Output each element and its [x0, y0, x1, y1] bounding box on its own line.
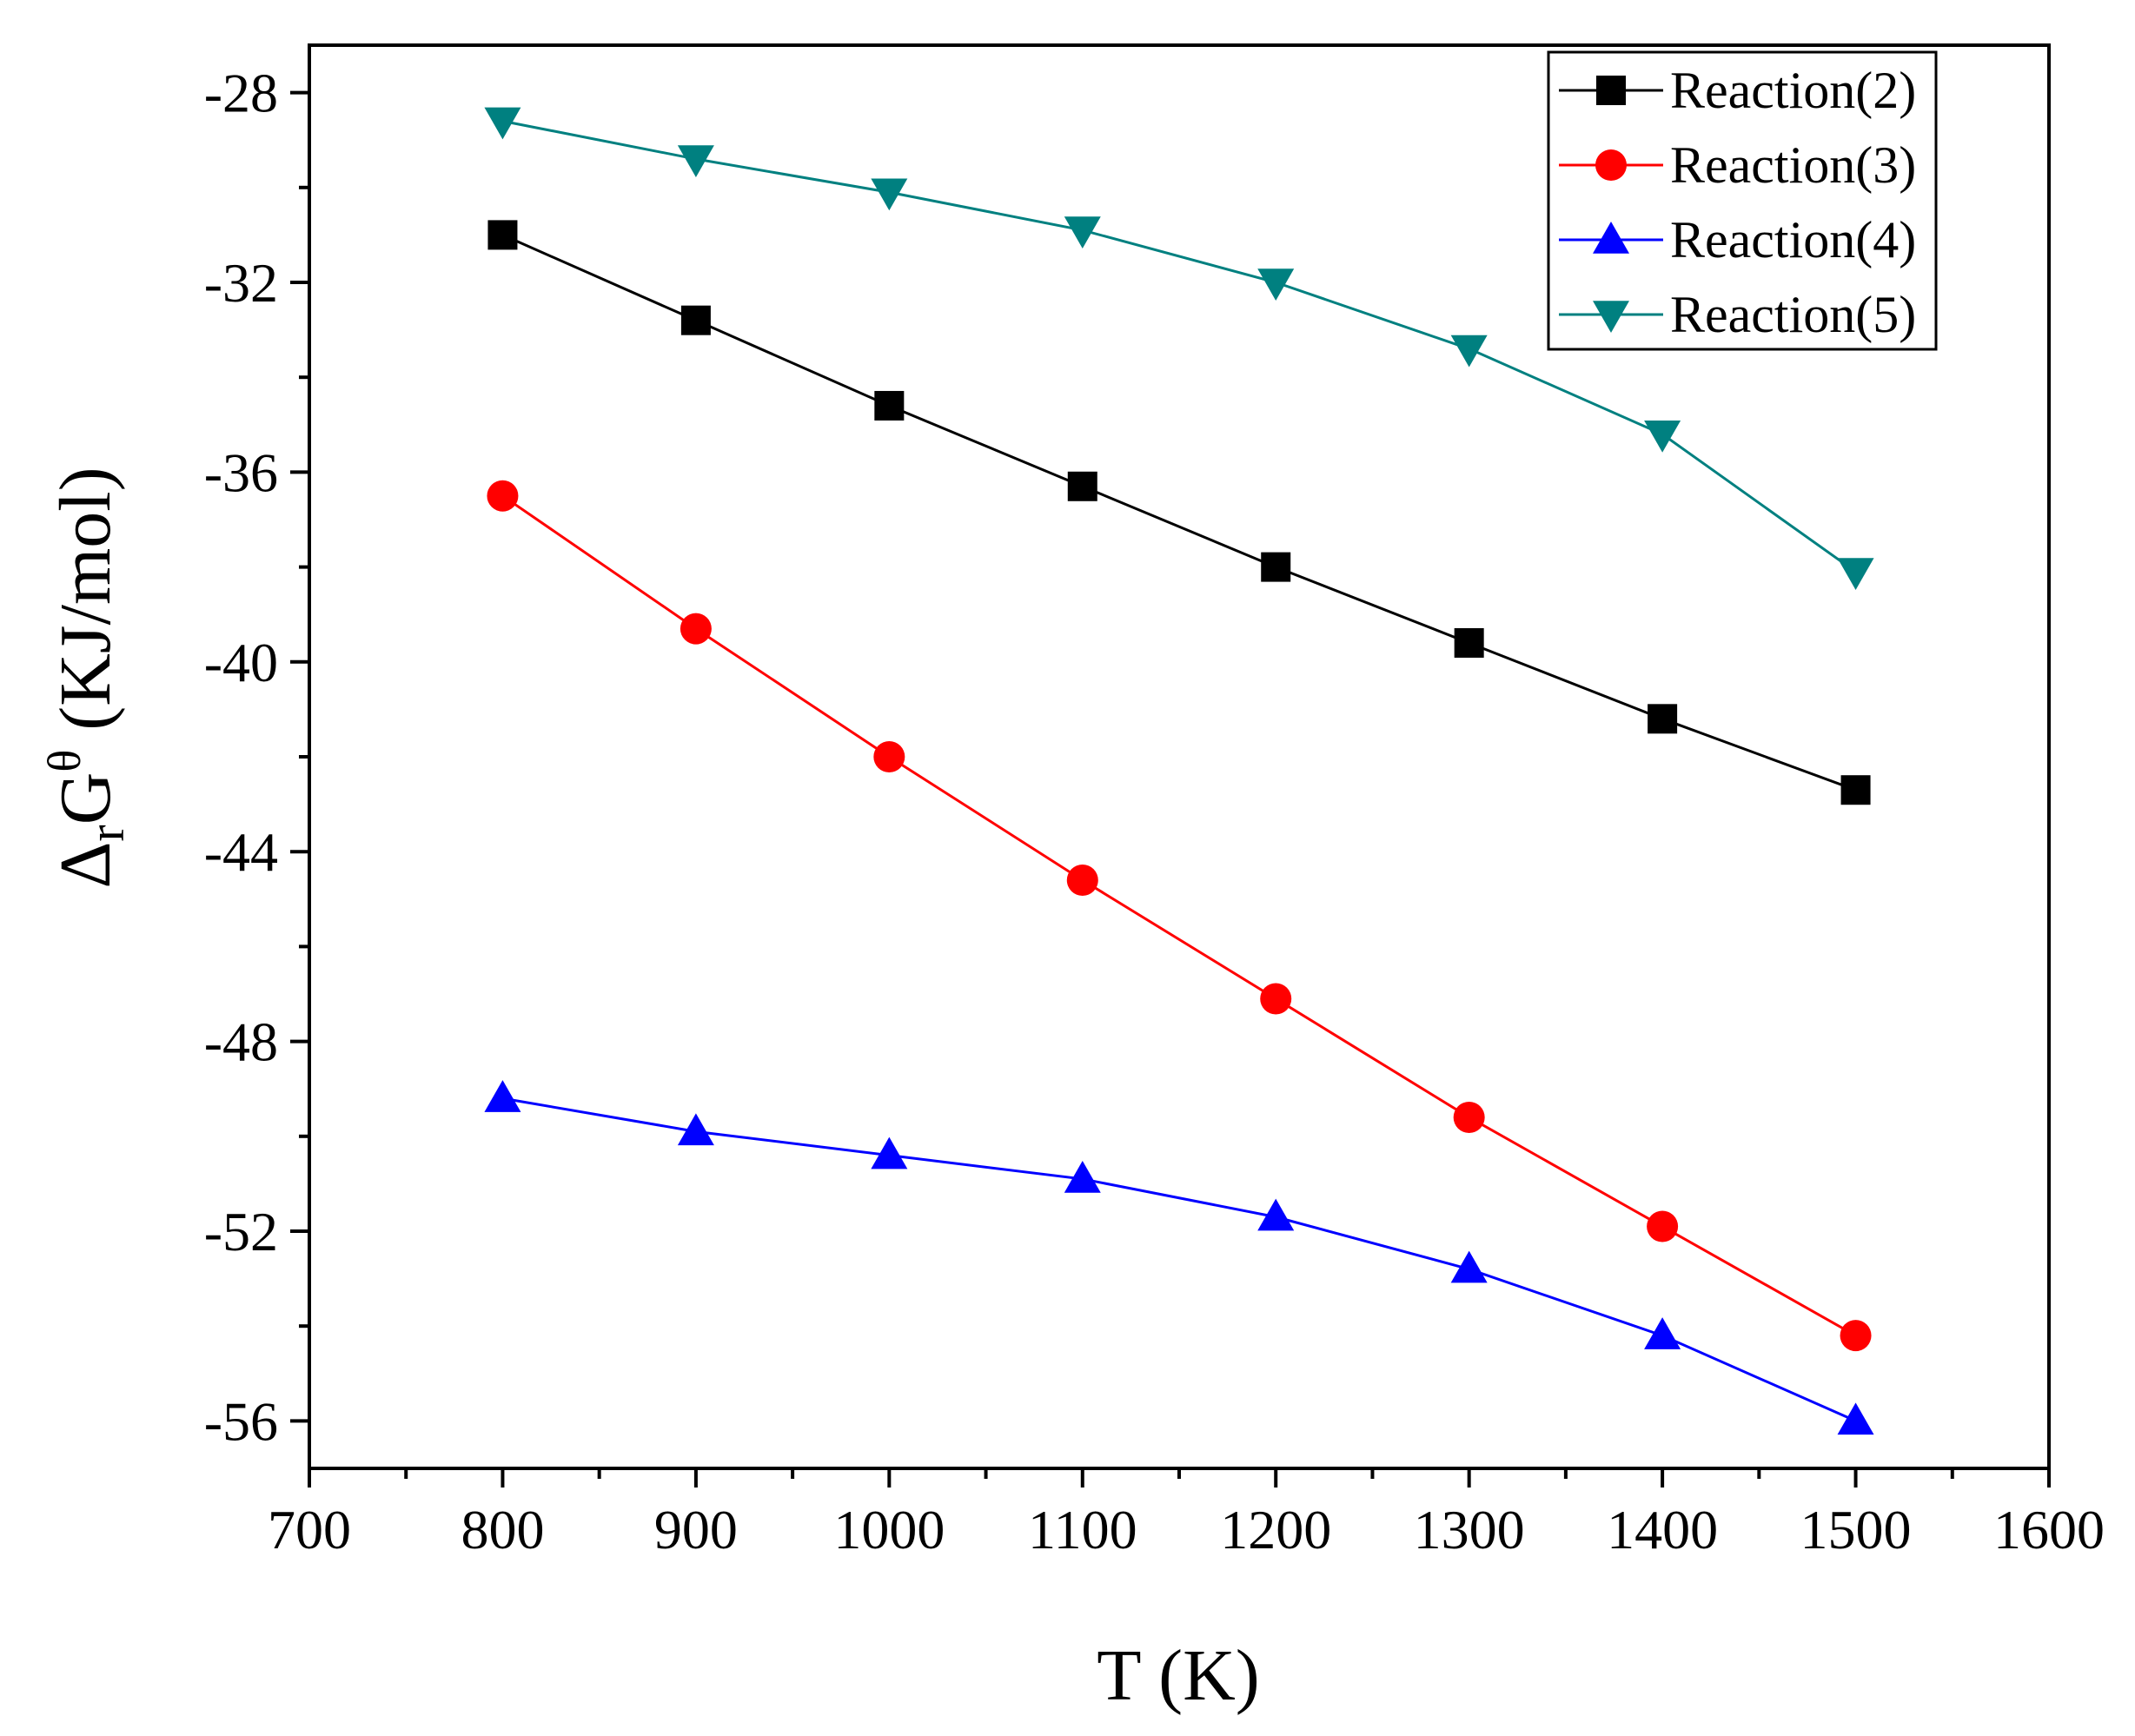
data-point [1648, 704, 1678, 734]
data-point [484, 1080, 521, 1112]
series-reaction5 [484, 107, 1874, 591]
x-axis-title: T (K) [1097, 1635, 1259, 1716]
y-axis-title-delta: Δ [45, 842, 126, 889]
data-point [1261, 552, 1291, 582]
y-tick-label: -40 [204, 632, 278, 693]
x-tick-label: 1500 [1800, 1499, 1912, 1560]
data-point [871, 178, 908, 211]
data-point [873, 741, 905, 772]
legend-label: Reaction(4) [1670, 211, 1916, 268]
x-tick-label: 1000 [833, 1499, 945, 1560]
data-point [677, 145, 714, 178]
data-point [1064, 216, 1101, 248]
data-point [680, 305, 711, 335]
data-point [1257, 1198, 1295, 1231]
data-point [1840, 775, 1871, 805]
y-tick-label: -32 [204, 252, 278, 314]
y-tick-label: -28 [204, 63, 278, 124]
x-tick-label: 1100 [1028, 1499, 1137, 1560]
data-point [1450, 335, 1488, 368]
x-tick-label: 1300 [1414, 1499, 1525, 1560]
data-point [677, 1113, 714, 1146]
x-tick-label: 1400 [1607, 1499, 1718, 1560]
data-point [1257, 268, 1295, 301]
data-point [487, 480, 519, 512]
x-tick-label: 800 [461, 1499, 544, 1560]
legend-marker [1593, 301, 1629, 333]
data-point [1837, 558, 1874, 591]
series-lines [484, 107, 1874, 1435]
data-point [871, 1136, 908, 1169]
data-point [1260, 983, 1292, 1015]
data-point [1450, 1250, 1488, 1283]
y-tick-label: -48 [204, 1011, 278, 1073]
legend-marker [1595, 149, 1627, 181]
legend-marker [1596, 76, 1626, 105]
series-reaction4 [484, 1080, 1874, 1435]
series-line [501, 494, 1857, 1337]
data-point [874, 390, 905, 421]
series-line [501, 234, 1857, 792]
series-reaction2 [487, 220, 1871, 805]
y-tick-label: -36 [204, 441, 278, 503]
x-tick-label: 1200 [1220, 1499, 1331, 1560]
x-tick-label: 700 [268, 1499, 351, 1560]
y-tick-label: -52 [204, 1201, 278, 1262]
y-axis-title-units: (KJ/mol) [45, 467, 126, 730]
data-point [680, 613, 712, 645]
series-line [502, 1097, 1857, 1422]
data-point [1644, 1317, 1681, 1349]
y-axis-title-sup: θ [38, 750, 90, 772]
y-tick-label: -44 [204, 821, 278, 883]
data-point [1066, 864, 1098, 896]
data-point [1454, 627, 1484, 658]
legend-marker [1593, 222, 1629, 254]
legend: Reaction(2) Reaction(3) Reaction(4) Reactio… [1547, 50, 1938, 351]
legend-label: Reaction(2) [1670, 62, 1916, 119]
series-reaction3 [487, 480, 1872, 1352]
legend-label: Reaction(3) [1670, 136, 1916, 194]
data-point [1837, 1402, 1874, 1435]
y-axis-title-sub: r [78, 825, 135, 841]
x-tick-label: 900 [654, 1499, 738, 1560]
data-point [1064, 1160, 1101, 1193]
legend-label: Reaction(5) [1670, 286, 1916, 343]
data-point [487, 220, 518, 250]
x-tick-label: 1600 [1993, 1499, 2105, 1560]
y-axis-title: ΔrGθ (KJ/mol) [38, 467, 135, 888]
data-point [1067, 471, 1097, 501]
data-point [1453, 1101, 1485, 1133]
data-point [1644, 420, 1681, 453]
y-tick-label: -56 [204, 1390, 278, 1452]
svg-text:ΔrGθ(KJ/mol): ΔrGθ (KJ/mol) [38, 467, 135, 888]
y-axis-title-main: G [45, 772, 126, 825]
series-line [502, 119, 1857, 573]
data-point [1840, 1320, 1872, 1352]
axis-ticks: 700 800 900 1000 1100 1200 1300 1400 1500 1600 -56… [204, 63, 2105, 1560]
data-point [484, 107, 521, 140]
data-point [1647, 1210, 1679, 1242]
